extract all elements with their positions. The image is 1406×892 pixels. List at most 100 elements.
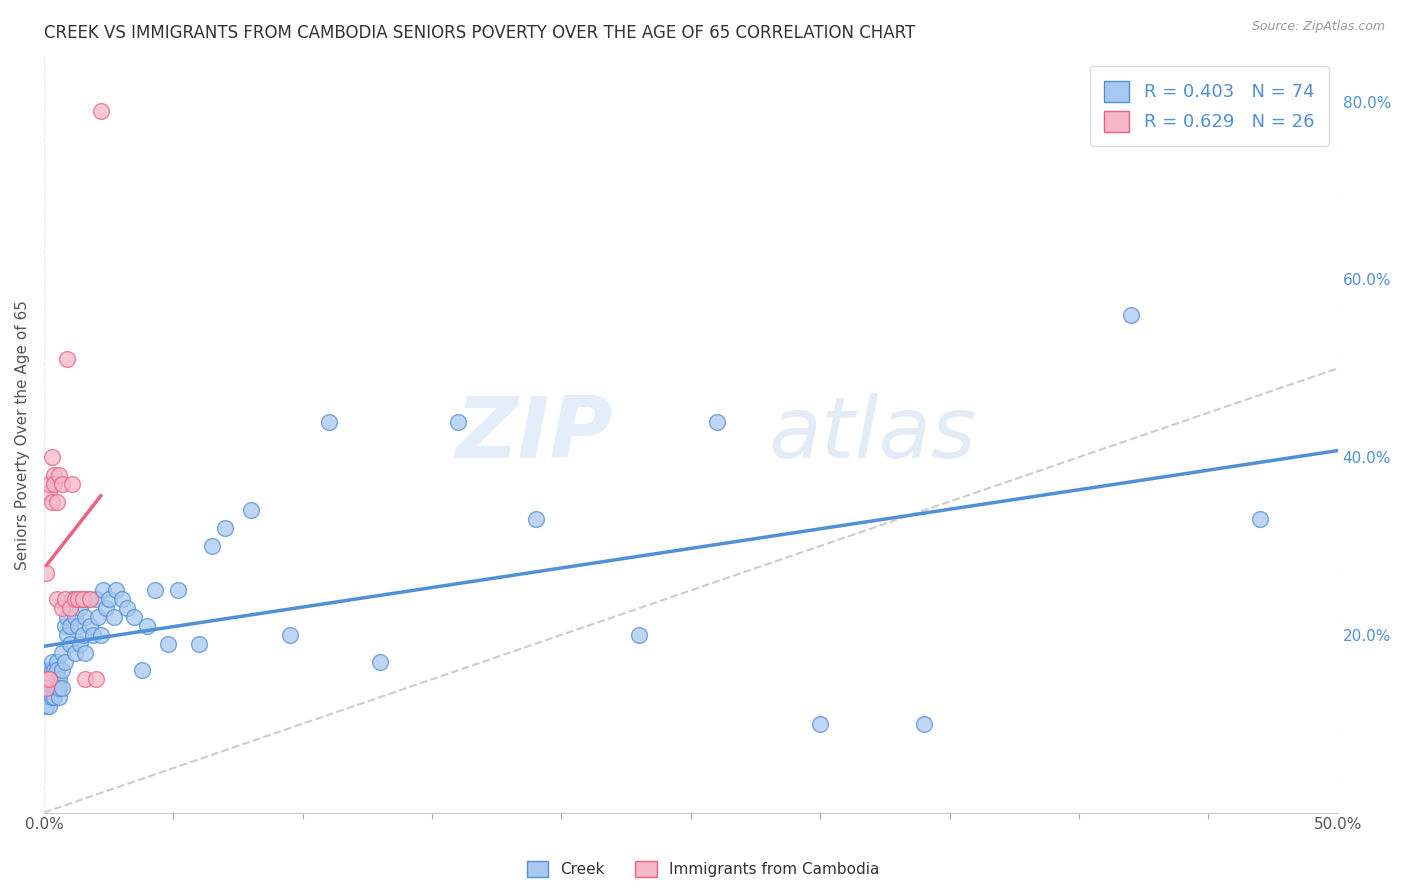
Point [136, 619, 159, 633]
Y-axis label: Seniors Poverty Over the Age of 65: Seniors Poverty Over the Age of 65 [15, 300, 30, 570]
Point [45, 494, 67, 508]
Point [48, 690, 70, 704]
Point [110, 592, 132, 607]
Point [59, 601, 82, 615]
Point [35, 566, 58, 580]
Point [38, 476, 60, 491]
Point [157, 637, 180, 651]
Point [56, 628, 79, 642]
Point [51, 681, 73, 695]
Point [808, 716, 831, 731]
Point [45, 592, 67, 607]
Point [59, 637, 82, 651]
Point [45, 681, 67, 695]
Point [167, 583, 190, 598]
Text: Source: ZipAtlas.com: Source: ZipAtlas.com [1251, 20, 1385, 33]
Point [97, 592, 120, 607]
Point [38, 690, 60, 704]
Point [239, 503, 262, 517]
Point [45, 664, 67, 678]
Point [72, 628, 94, 642]
Point [69, 601, 91, 615]
Point [103, 610, 125, 624]
Point [79, 592, 101, 607]
Point [66, 592, 89, 607]
Point [56, 352, 79, 367]
Point [35, 681, 58, 695]
Point [35, 664, 58, 678]
Point [90, 628, 112, 642]
Point [53, 592, 76, 607]
Point [84, 592, 107, 607]
Point [44, 467, 66, 482]
Point [368, 655, 391, 669]
Point [59, 619, 82, 633]
Point [38, 485, 60, 500]
Point [35, 673, 58, 687]
Point [51, 664, 73, 678]
Point [48, 673, 70, 687]
Point [66, 619, 89, 633]
Point [77, 592, 100, 607]
Text: CREEK VS IMMIGRANTS FROM CAMBODIA SENIORS POVERTY OVER THE AGE OF 65 CORRELATION: CREEK VS IMMIGRANTS FROM CAMBODIA SENIOR… [44, 24, 915, 42]
Point [41, 450, 63, 465]
Point [45, 673, 67, 687]
Point [41, 690, 63, 704]
Point [45, 655, 67, 669]
Point [35, 698, 58, 713]
Point [124, 610, 146, 624]
Point [72, 592, 94, 607]
Point [44, 690, 66, 704]
Point [75, 646, 97, 660]
Point [35, 681, 58, 695]
Point [41, 494, 63, 508]
Point [51, 601, 73, 615]
Point [87, 610, 110, 624]
Point [115, 601, 138, 615]
Legend: Creek, Immigrants from Cambodia: Creek, Immigrants from Cambodia [520, 855, 886, 883]
Point [524, 512, 547, 526]
Point [84, 673, 107, 687]
Point [38, 673, 60, 687]
Text: ZIP: ZIP [456, 393, 613, 476]
Point [82, 628, 104, 642]
Point [131, 664, 153, 678]
Point [44, 664, 66, 678]
Point [53, 619, 76, 633]
Point [912, 716, 935, 731]
Point [94, 601, 117, 615]
Point [75, 673, 97, 687]
Point [38, 673, 60, 687]
Point [1249, 512, 1271, 526]
Point [60, 592, 83, 607]
Point [278, 628, 301, 642]
Point [72, 592, 94, 607]
Point [75, 610, 97, 624]
Point [63, 610, 86, 624]
Point [60, 476, 83, 491]
Point [56, 610, 79, 624]
Point [447, 415, 470, 429]
Point [201, 539, 224, 553]
Point [90, 103, 112, 118]
Point [188, 637, 211, 651]
Point [318, 415, 340, 429]
Point [38, 681, 60, 695]
Point [44, 476, 66, 491]
Point [63, 592, 86, 607]
Point [48, 681, 70, 695]
Point [627, 628, 650, 642]
Point [48, 467, 70, 482]
Point [41, 673, 63, 687]
Point [706, 415, 728, 429]
Point [143, 583, 166, 598]
Point [51, 646, 73, 660]
Point [41, 664, 63, 678]
Point [93, 583, 115, 598]
Point [79, 619, 101, 633]
Point [214, 521, 236, 535]
Point [1119, 308, 1142, 322]
Point [41, 655, 63, 669]
Point [51, 476, 73, 491]
Point [53, 655, 76, 669]
